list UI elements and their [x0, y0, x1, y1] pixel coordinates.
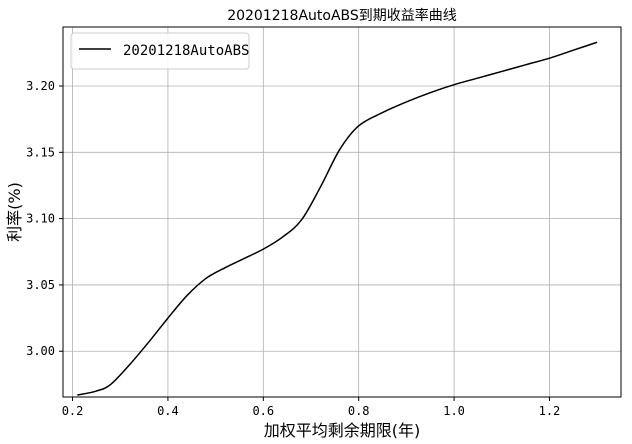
grid	[63, 27, 621, 397]
x-axis-label: 加权平均剩余期限(年)	[264, 421, 421, 440]
x-tick-label: 0.8	[348, 404, 370, 418]
y-tick-label: 3.00	[26, 344, 55, 358]
y-axis-ticks: 3.00 3.05 3.10 3.15 3.20	[26, 79, 63, 358]
x-tick-label: 0.4	[157, 404, 179, 418]
chart-title: 20201218AutoABS到期收益率曲线	[227, 7, 457, 24]
plot-frame	[62, 26, 622, 398]
x-axis-ticks: 0.2 0.4 0.6 0.8 1.0 1.2	[62, 397, 561, 418]
y-tick-label: 3.20	[26, 79, 55, 93]
y-tick-label: 3.15	[26, 145, 55, 159]
x-tick-label: 1.2	[539, 404, 561, 418]
legend: 20201218AutoABS	[70, 32, 250, 70]
x-tick-label: 0.2	[62, 404, 84, 418]
y-axis-label: 利率(%)	[5, 182, 24, 242]
series-layer	[77, 41, 598, 396]
y-tick-label: 3.10	[26, 212, 55, 226]
legend-entry-label: 20201218AutoABS	[123, 43, 249, 59]
y-tick-label: 3.05	[26, 278, 55, 292]
series-line-20201218autoabs	[77, 41, 598, 396]
x-tick-label: 1.0	[443, 404, 465, 418]
legend-box	[70, 32, 250, 70]
x-tick-label: 0.6	[252, 404, 274, 418]
